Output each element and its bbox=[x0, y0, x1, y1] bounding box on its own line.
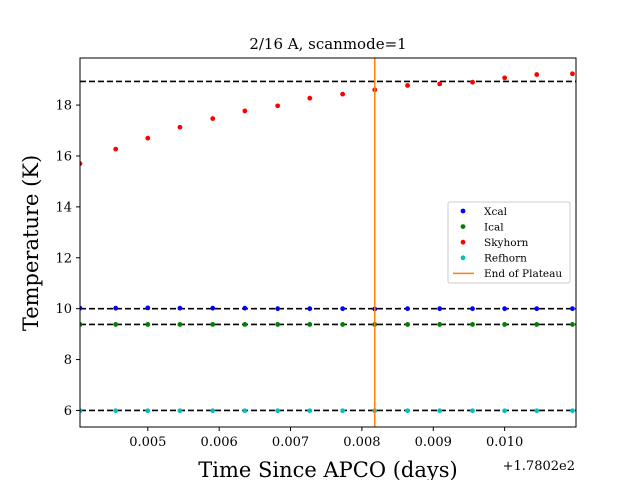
y-tick-label: 18 bbox=[55, 99, 72, 114]
refhorn-point bbox=[145, 408, 151, 414]
y-axis-label: Temperature (K) bbox=[19, 155, 43, 331]
ical-point bbox=[177, 322, 183, 327]
y-tick-label: 16 bbox=[55, 149, 72, 164]
legend-label-ical: Ical bbox=[484, 221, 504, 233]
x-tick-label: 0.007 bbox=[272, 435, 309, 450]
x-tick-label: 0.006 bbox=[201, 435, 238, 450]
axes-frame bbox=[79, 57, 577, 428]
xcal-point bbox=[145, 305, 151, 311]
skyhorn-point bbox=[113, 146, 119, 152]
ical-point bbox=[113, 322, 119, 327]
ical-point bbox=[242, 322, 248, 327]
ical-point bbox=[275, 322, 281, 327]
xcal-point bbox=[405, 306, 410, 312]
legend-marker-ical bbox=[460, 224, 466, 230]
refhorn-point bbox=[502, 408, 508, 414]
legend-marker-skyhorn bbox=[460, 239, 466, 245]
refhorn-point bbox=[470, 408, 475, 414]
chart-title: 2/16 A, scanmode=1 bbox=[249, 35, 406, 53]
refhorn-point bbox=[570, 408, 575, 414]
refhorn-point bbox=[80, 408, 83, 414]
refhorn-point bbox=[113, 408, 119, 414]
x-axis-label: Time Since APCO (days) bbox=[198, 458, 457, 480]
y-tick-label: 8 bbox=[64, 353, 72, 368]
xcal-point bbox=[275, 306, 281, 312]
xcal-point bbox=[437, 306, 443, 312]
ical-point bbox=[437, 322, 443, 327]
ical-point bbox=[80, 322, 83, 327]
xcal-point bbox=[570, 306, 575, 312]
y-tick-label: 12 bbox=[55, 251, 72, 266]
refhorn-point bbox=[307, 408, 313, 414]
skyhorn-point bbox=[405, 83, 410, 88]
legend-label-refhorn: Refhorn bbox=[484, 253, 527, 265]
x-tick-label: 0.005 bbox=[129, 435, 166, 450]
legend-label-skyhorn: Skyhorn bbox=[484, 237, 529, 249]
xcal-point bbox=[340, 306, 346, 312]
legend: Xcal Ical Skyhorn Refhorn End of Plateau bbox=[447, 201, 571, 284]
skyhorn-point bbox=[437, 81, 443, 87]
skyhorn-point bbox=[177, 124, 183, 130]
ical-point bbox=[307, 322, 313, 327]
legend-box bbox=[447, 201, 571, 284]
legend-label-xcal: Xcal bbox=[484, 206, 508, 218]
skyhorn-point bbox=[340, 91, 346, 97]
refhorn-point bbox=[275, 408, 281, 414]
x-tick-label: 0.008 bbox=[343, 435, 380, 450]
refhorn-point bbox=[177, 408, 183, 414]
x-axis-offset-label: +1.7802e2 bbox=[503, 459, 575, 474]
skyhorn-point bbox=[80, 161, 83, 167]
x-axis: 0.005 0.006 0.007 0.008 0.009 0.010 bbox=[129, 427, 523, 450]
x-tick-label: 0.009 bbox=[415, 435, 452, 450]
refhorn-point bbox=[242, 408, 248, 414]
refhorn-point bbox=[340, 408, 346, 414]
xcal-point bbox=[307, 306, 313, 312]
xcal-point bbox=[177, 305, 183, 311]
xcal-point bbox=[113, 305, 119, 311]
skyhorn-point bbox=[570, 71, 575, 77]
y-tick-label: 10 bbox=[55, 302, 72, 317]
refhorn-point bbox=[210, 408, 216, 414]
xcal-point bbox=[534, 306, 540, 312]
x-tick-label: 0.010 bbox=[486, 435, 523, 450]
ical-point bbox=[145, 322, 151, 327]
refhorn-point bbox=[437, 408, 443, 414]
skyhorn-point bbox=[145, 135, 151, 141]
y-tick-label: 6 bbox=[64, 404, 72, 419]
xcal-point bbox=[210, 305, 216, 311]
ical-point bbox=[405, 322, 410, 327]
ical-point bbox=[210, 322, 216, 327]
legend-marker-refhorn bbox=[460, 255, 466, 261]
refhorn-point bbox=[534, 408, 540, 414]
plot-area bbox=[80, 58, 576, 427]
ical-point bbox=[340, 322, 346, 327]
skyhorn-point bbox=[470, 79, 475, 85]
xcal-point bbox=[502, 306, 508, 312]
xcal-point bbox=[470, 306, 475, 312]
skyhorn-point bbox=[307, 95, 313, 101]
ical-point bbox=[502, 322, 508, 327]
legend-marker-xcal bbox=[460, 208, 466, 214]
skyhorn-point bbox=[275, 103, 281, 109]
ical-point bbox=[470, 322, 475, 327]
y-axis: 6 8 10 12 14 16 18 bbox=[55, 99, 80, 419]
skyhorn-point bbox=[210, 116, 216, 121]
refhorn-point bbox=[405, 408, 410, 414]
xcal-point bbox=[242, 305, 248, 311]
legend-label-end-of-plateau: End of Plateau bbox=[484, 268, 562, 280]
y-tick-label: 14 bbox=[55, 200, 72, 215]
xcal-point bbox=[80, 305, 83, 311]
skyhorn-point bbox=[242, 108, 248, 114]
ical-point bbox=[534, 322, 540, 327]
skyhorn-point bbox=[534, 72, 540, 77]
ical-point bbox=[570, 322, 575, 327]
skyhorn-point bbox=[502, 75, 508, 81]
